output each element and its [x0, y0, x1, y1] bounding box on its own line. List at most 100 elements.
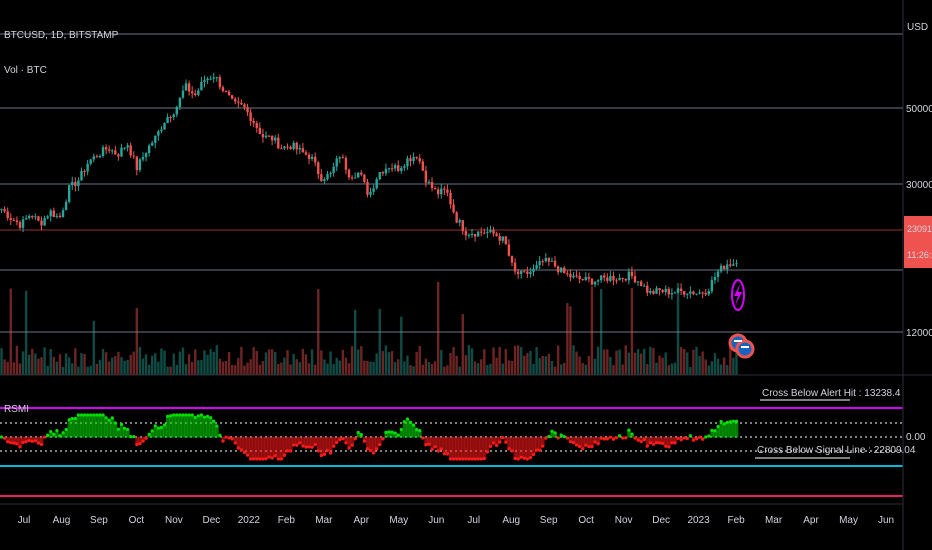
volume-bar	[387, 352, 391, 375]
rsmi-bar	[568, 437, 573, 443]
volume-bar	[486, 364, 489, 375]
time-axis-label: Nov	[615, 515, 633, 526]
volume-bar	[83, 353, 86, 375]
volume-bar	[154, 353, 157, 375]
rsmi-point	[510, 449, 514, 453]
candle-body	[175, 106, 179, 115]
candle-body	[197, 90, 200, 95]
rsmi-bar	[488, 437, 493, 447]
volume-bar	[18, 363, 22, 375]
time-axis-label: Jul	[467, 515, 480, 526]
volume-bar	[670, 363, 674, 375]
candle-body	[274, 137, 277, 141]
candle-body	[498, 236, 501, 241]
rsmi-bar	[301, 437, 305, 447]
rsmi-point	[298, 441, 302, 445]
candle-body	[34, 216, 37, 218]
rsmi-point	[95, 413, 99, 417]
volume-bar	[301, 348, 305, 375]
candle-body	[381, 172, 385, 174]
candle-body	[575, 275, 578, 277]
candle-body	[31, 215, 34, 218]
volume-bar	[381, 351, 385, 375]
rsmi-point	[292, 443, 296, 447]
volume-bar	[230, 364, 234, 375]
signal-line-annotation[interactable]: Cross Below Signal Line : 22809.04	[755, 445, 916, 459]
time-axis-label: Apr	[354, 515, 370, 526]
candle-body	[357, 172, 360, 178]
rsmi-bar	[476, 437, 481, 460]
volume-bar	[403, 361, 406, 375]
candle-body	[400, 167, 403, 171]
rsmi-point	[245, 453, 250, 457]
rsmi-bar	[430, 437, 434, 450]
rsmi-bar	[507, 437, 511, 450]
rsmi-point	[491, 441, 496, 445]
volume-bar	[523, 355, 526, 375]
rsmi-point	[18, 445, 22, 449]
rsmi-point	[242, 450, 247, 455]
rsmi-bar	[402, 421, 407, 438]
rsmi-point	[713, 429, 717, 433]
candle-body	[612, 275, 615, 281]
candle-body	[464, 231, 468, 236]
rsmi-point	[618, 434, 622, 438]
rsmi-bar	[141, 437, 145, 442]
volume-bar	[412, 366, 415, 375]
volume-bar	[710, 361, 714, 375]
rsmi-point	[175, 413, 179, 417]
candle-body	[636, 281, 640, 283]
candle-body	[418, 158, 421, 162]
rsmi-point	[3, 436, 7, 440]
indicator-label[interactable]: RSMI	[4, 404, 29, 415]
alert-hit-annotation[interactable]: Cross Below Alert Hit : 13238.4	[760, 388, 901, 401]
candle-body	[286, 146, 289, 148]
lightning-event-marker[interactable]	[731, 279, 745, 311]
rsmi-bar	[535, 437, 539, 451]
volume-bar	[378, 308, 381, 375]
rsmi-point	[405, 417, 410, 421]
rsmi-point	[547, 434, 551, 439]
rsmi-point	[679, 438, 683, 442]
volume-bar	[498, 347, 501, 375]
rsmi-point	[590, 445, 594, 449]
rsmi-bar	[498, 437, 502, 443]
candle-body	[221, 87, 225, 92]
symbol-label[interactable]: BTCUSD, 1D, BITSTAMP	[4, 30, 119, 41]
candle-body	[267, 135, 271, 137]
time-axis[interactable]: Jul Aug Sep Oct Nov Dec 2022 Feb Mar Apr May Jun Jul…	[18, 515, 894, 526]
rsmi-point	[568, 440, 573, 444]
time-axis-label: Oct	[129, 515, 145, 526]
volume-bar	[526, 353, 529, 375]
us-flag-icon	[735, 339, 755, 359]
candle-body	[679, 288, 683, 292]
rsmi-point	[295, 443, 299, 447]
volume-bar	[147, 364, 151, 375]
volume-bar	[255, 351, 258, 375]
volume-bar	[578, 356, 581, 375]
volume-bar	[722, 357, 726, 375]
candle-body	[58, 215, 62, 218]
currency-label: USD	[907, 22, 928, 33]
volume-bar	[335, 357, 338, 375]
rsmi-bar	[332, 437, 336, 447]
volume-bar	[575, 351, 578, 375]
rsmi-bar	[172, 415, 176, 438]
rsmi-bar	[83, 415, 87, 438]
rsmi-bar	[123, 428, 127, 438]
rsmi-bar	[673, 437, 677, 444]
rsmi-bar	[304, 437, 308, 448]
volume-bar	[572, 345, 575, 375]
rsmi-bar	[525, 437, 530, 460]
volume-bar	[144, 354, 148, 375]
volume-bar	[172, 353, 175, 375]
candle-body	[74, 181, 77, 186]
rsmi-point	[332, 444, 336, 448]
us-economic-event-markers[interactable]	[728, 333, 755, 359]
candle-body	[224, 91, 228, 93]
rsmi-point	[424, 443, 428, 447]
rsmi-point	[516, 457, 520, 461]
volume-label[interactable]: Vol · BTC	[4, 65, 47, 76]
rsmi-point	[101, 413, 105, 417]
